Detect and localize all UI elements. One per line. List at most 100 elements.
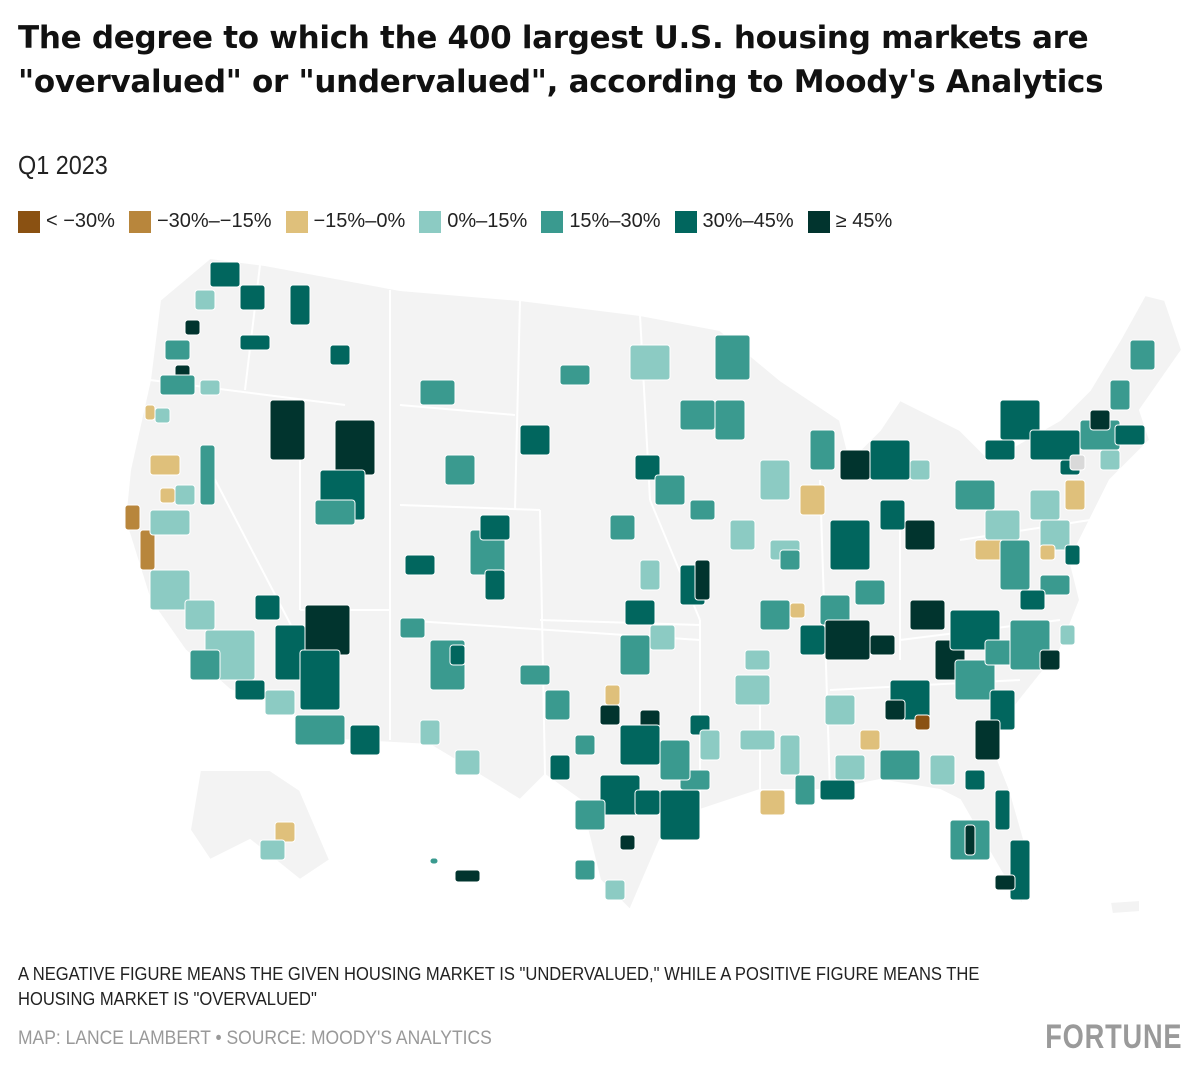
legend-item: < −30% (18, 210, 115, 233)
metro-area (619, 634, 651, 676)
metro-area (679, 399, 716, 431)
metro-area (574, 799, 606, 831)
metro-area (954, 479, 996, 511)
metro-area (549, 754, 571, 781)
metro-area (809, 429, 836, 471)
credit-line: MAP: LANCE LAMBERT • SOURCE: MOODY'S ANA… (18, 1028, 492, 1049)
metro-area (619, 834, 636, 851)
metro-area (144, 404, 156, 421)
metro-area (304, 604, 351, 656)
metro-area (1129, 339, 1156, 371)
metro-area (334, 419, 376, 476)
metro-area (444, 454, 476, 486)
legend-swatch (541, 210, 564, 233)
metro-area (799, 484, 826, 516)
us-map (123, 256, 1184, 916)
metro-area (139, 529, 156, 571)
metro-area (869, 439, 911, 481)
legend-label: 30%–45% (702, 210, 794, 232)
metro-area (149, 569, 191, 611)
metro-area (659, 789, 701, 841)
metro-area (929, 754, 956, 786)
metro-area (484, 569, 506, 601)
metro-area (869, 634, 896, 656)
legend-label: 0%–15% (447, 210, 528, 232)
metro-area (154, 407, 171, 424)
metro-area (519, 424, 551, 456)
metro-area (1114, 424, 1146, 446)
metro-area (984, 439, 1016, 461)
metro-area (314, 499, 356, 526)
metro-area (559, 364, 591, 386)
metro-area (274, 821, 296, 843)
metro-area (974, 719, 1001, 761)
metro-area (269, 399, 306, 461)
metro-area (999, 399, 1041, 441)
metro-area (174, 484, 196, 506)
metro-area (1059, 624, 1076, 646)
metro-area (799, 624, 826, 656)
metro-area (624, 599, 656, 626)
metro-area (124, 504, 141, 531)
metro-area (1064, 479, 1086, 511)
footnote: A NEGATIVE FIGURE MEANS THE GIVEN HOUSIN… (18, 964, 980, 1009)
metro-area (1029, 489, 1061, 521)
legend-item: 30%–45% (674, 210, 794, 233)
metro-area (759, 599, 791, 631)
metro-area (904, 519, 936, 551)
state-border (539, 619, 701, 626)
metro-area (164, 339, 191, 361)
state-border (399, 404, 516, 416)
metro-area (884, 699, 906, 721)
metro-area (1039, 649, 1061, 671)
metro-area (1109, 379, 1131, 411)
metro-area (779, 734, 801, 776)
metro-area (399, 617, 426, 639)
metro-area (714, 399, 746, 441)
metro-area (349, 724, 381, 756)
fortune-logo: FORTUNE (1044, 1018, 1182, 1056)
metro-area (199, 444, 216, 506)
metro-area (604, 684, 621, 706)
metro-area (964, 769, 986, 791)
metro-area (294, 714, 346, 746)
metro-area (254, 594, 281, 621)
metro-area (744, 649, 771, 671)
metro-area (1039, 544, 1056, 561)
metro-area (159, 487, 176, 504)
metro-area (699, 729, 721, 761)
metro-area (149, 509, 191, 536)
metro-area (999, 539, 1031, 591)
metro-area (694, 559, 711, 601)
metro-area (789, 602, 806, 619)
metro-area (779, 549, 801, 571)
metro-area (234, 679, 266, 701)
metro-area (184, 599, 216, 631)
metro-area (794, 774, 816, 806)
metro-area (879, 749, 921, 781)
legend: < −30% −30%–−15% −15%–0% 0%–15% 15%–30% 30%–4… (18, 210, 892, 233)
alaska (188, 769, 332, 882)
metro-area (189, 649, 221, 681)
legend-item: 0%–15% (419, 210, 527, 233)
state-border (539, 509, 546, 776)
metro-area (194, 289, 216, 311)
metro-area (954, 659, 996, 701)
metro-area (454, 869, 481, 883)
metro-area (419, 379, 456, 406)
legend-label: < −30% (46, 210, 115, 232)
metro-area (829, 519, 871, 571)
legend-item: ≥ 45% (807, 210, 892, 233)
metro-area (734, 674, 771, 706)
metro-area (609, 514, 636, 541)
metro-area (819, 779, 856, 801)
metro-area (1099, 449, 1121, 471)
metro-area (404, 554, 436, 576)
metro-area (654, 474, 686, 506)
metro-area (519, 664, 551, 686)
metro-area (289, 284, 311, 326)
metro-area (429, 857, 439, 865)
legend-label: −30%–−15% (156, 210, 272, 232)
metro-area (629, 344, 671, 381)
metro-area (259, 839, 286, 861)
